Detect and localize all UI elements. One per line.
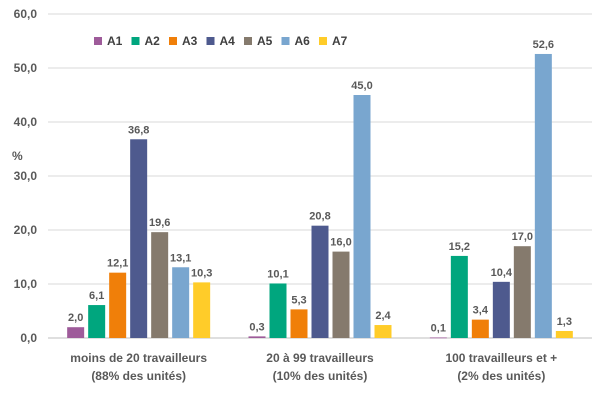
y-tick-label: 10,0: [14, 277, 38, 291]
data-labels: 2,0 6,1 12,1 36,8 19,6 13,110,3 0,3 10,1 5,3 20,8…: [68, 39, 572, 334]
legend-swatch-a7: [319, 37, 327, 45]
bar-a6-1: [353, 95, 371, 338]
data-label: 52,6: [533, 39, 554, 51]
data-label: 19,6: [149, 217, 170, 229]
legend-label-a5: A5: [257, 34, 273, 48]
bar-a2-1: [269, 283, 287, 338]
legend-swatch-a6: [281, 37, 290, 45]
y-tick-label: 20,0: [14, 223, 38, 237]
bar-a6-2: [534, 53, 552, 339]
legend-label-a2: A2: [145, 34, 161, 48]
legend-label-a4: A4: [220, 34, 236, 48]
data-label: 0,1: [431, 322, 446, 334]
legend-swatch-a1: [94, 37, 102, 45]
y-tick-label: 60,0: [14, 7, 38, 21]
data-label: 45,0: [351, 80, 372, 92]
bar-a3-2: [471, 319, 489, 338]
x-category-label: (88% des unités): [91, 369, 186, 383]
data-label: 36,8: [128, 124, 149, 136]
x-category-label: (2% des unités): [457, 369, 545, 383]
data-label: 5,3: [291, 294, 306, 306]
data-label: 6,1: [89, 290, 104, 302]
legend: A1 A2 A3 A4 A5 A6 A7: [94, 34, 348, 48]
bar-a7-0: [193, 282, 211, 338]
legend-swatch-a2: [131, 37, 140, 45]
y-tick-label: 50,0: [14, 61, 38, 75]
legend-swatch-a3: [169, 37, 177, 45]
bars: [67, 53, 573, 339]
data-label: 0,3: [249, 321, 264, 333]
bar-a4-2: [492, 281, 510, 338]
data-label: 17,0: [512, 231, 533, 243]
legend-label-a7: A7: [332, 34, 348, 48]
legend-swatch-a4: [206, 37, 215, 45]
bar-a7-1: [374, 325, 392, 338]
bar-a1-0: [67, 327, 85, 338]
data-label: 15,2: [449, 241, 470, 253]
data-label: 20,8: [309, 211, 330, 223]
data-label: 1,3: [557, 316, 572, 328]
x-category-label: 100 travailleurs et +: [445, 351, 557, 365]
legend-label-a3: A3: [182, 34, 198, 48]
data-label: 2,0: [68, 312, 83, 324]
x-axis: moins de 20 travailleurs (88% des unités)…: [70, 351, 557, 383]
bar-a5-0: [151, 232, 169, 338]
bar-a5-1: [332, 251, 350, 338]
bar-a7-2: [555, 330, 573, 338]
y-axis: 0,0 10,0 20,0 30,0 40,0 50,0 60,0: [14, 7, 38, 345]
data-label: 10,1: [267, 268, 288, 280]
data-label: 13,1: [170, 252, 191, 264]
data-label: 10,3: [191, 267, 212, 279]
bar-a5-2: [513, 246, 531, 338]
bar-a1-1: [248, 336, 266, 338]
bar-a6-0: [172, 267, 190, 338]
data-label: 16,0: [330, 237, 351, 249]
bar-a4-1: [311, 225, 329, 338]
y-axis-label: %: [12, 149, 23, 163]
data-label: 12,1: [107, 258, 128, 270]
x-category-label: moins de 20 travailleurs: [70, 351, 207, 365]
bar-a4-0: [130, 139, 148, 338]
y-tick-label: 30,0: [14, 169, 38, 183]
y-tick-label: 0,0: [20, 331, 37, 345]
bar-a3-0: [109, 272, 127, 338]
legend-label-a1: A1: [107, 34, 123, 48]
y-tick-label: 40,0: [14, 115, 38, 129]
data-label: 2,4: [375, 310, 391, 322]
legend-label-a6: A6: [295, 34, 311, 48]
data-label: 10,4: [491, 267, 513, 279]
legend-swatch-a5: [244, 37, 252, 45]
bar-a1-2: [429, 337, 447, 339]
data-label: 3,4: [473, 305, 489, 317]
x-category-label: (10% des unités): [273, 369, 368, 383]
x-category-label: 20 à 99 travailleurs: [266, 351, 374, 365]
bar-a2-0: [88, 305, 106, 338]
bar-a3-1: [290, 309, 308, 338]
bar-a2-2: [450, 255, 468, 338]
